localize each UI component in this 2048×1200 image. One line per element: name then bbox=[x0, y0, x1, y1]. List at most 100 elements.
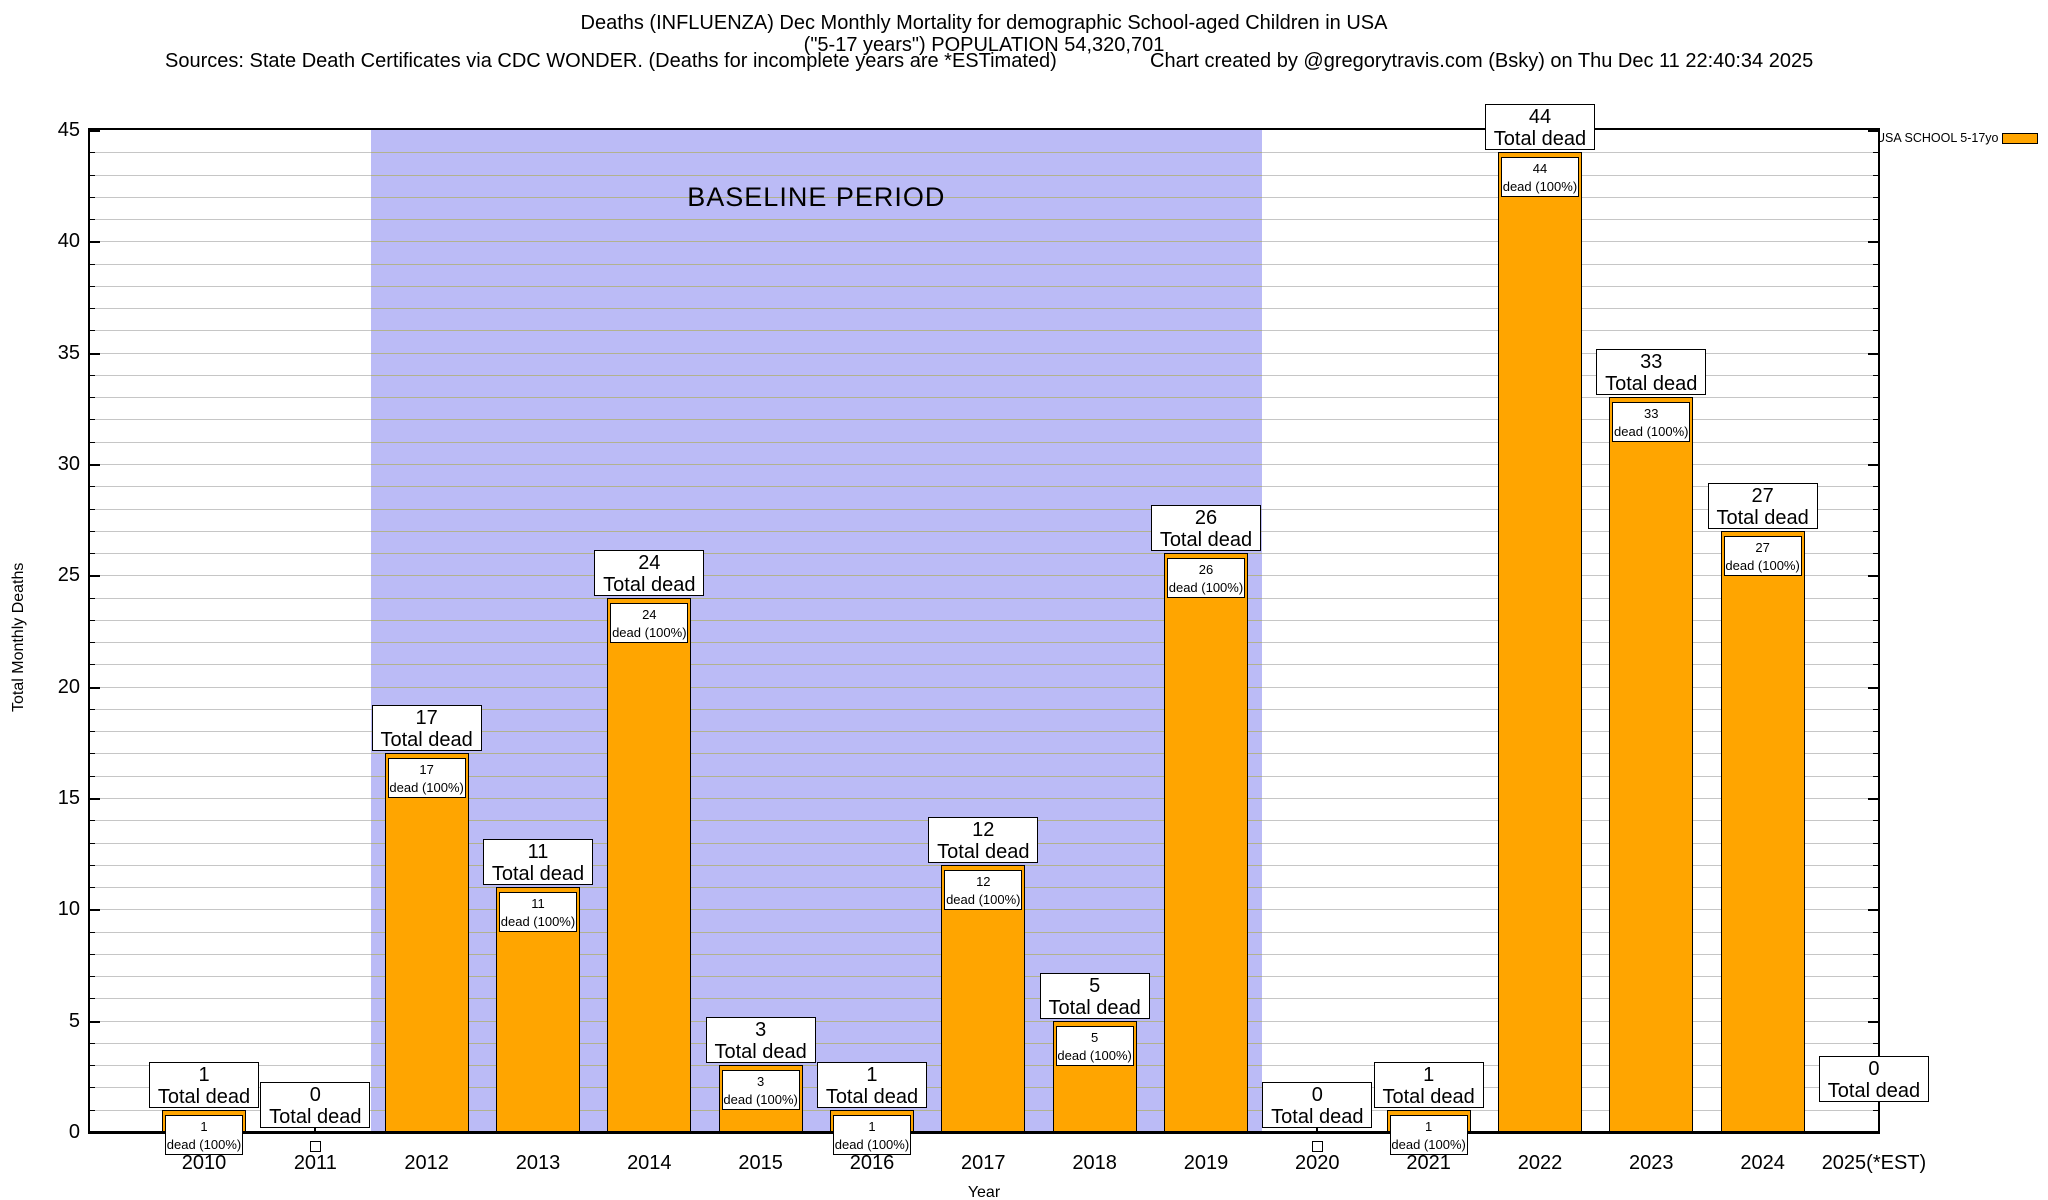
bar-value: 27 bbox=[1755, 539, 1770, 555]
y-tick bbox=[90, 219, 95, 221]
x-tick-label: 2020 bbox=[1295, 1152, 1340, 1174]
y-tick-label: 0 bbox=[68, 1121, 80, 1143]
bar-value-box: 1 dead (100%) bbox=[1389, 1114, 1468, 1155]
gridline bbox=[90, 708, 371, 710]
zero-leader-line bbox=[314, 1128, 317, 1134]
y-tick bbox=[1873, 486, 1878, 488]
y-tick bbox=[1873, 441, 1878, 443]
bar-value-box: 27 dead (100%) bbox=[1723, 535, 1802, 576]
gridline bbox=[370, 352, 1262, 354]
y-tick bbox=[1873, 1042, 1878, 1044]
bar-value: 3 bbox=[757, 1074, 765, 1090]
total-dead-label: Total dead bbox=[157, 1085, 251, 1108]
y-tick-label: 5 bbox=[68, 1009, 80, 1032]
gridline bbox=[90, 976, 371, 978]
gridline bbox=[90, 152, 371, 154]
bar-value: 1 bbox=[868, 1118, 876, 1134]
y-tick bbox=[1873, 508, 1878, 510]
gridline bbox=[370, 330, 1262, 332]
total-dead-box: 5 Total dead bbox=[1039, 972, 1150, 1019]
bar-value-box: 1 dead (100%) bbox=[832, 1114, 911, 1155]
gridline bbox=[90, 575, 371, 577]
y-tick bbox=[1873, 887, 1878, 889]
bar-2019 bbox=[1163, 553, 1248, 1132]
y-tick bbox=[90, 464, 100, 466]
y-tick bbox=[1873, 597, 1878, 599]
y-tick bbox=[90, 397, 95, 399]
gridline bbox=[90, 196, 371, 198]
y-tick bbox=[1873, 330, 1878, 332]
gridline bbox=[370, 642, 1262, 644]
x-tick-label: 2024 bbox=[1740, 1152, 1785, 1174]
gridline bbox=[370, 575, 1262, 577]
chart-title-line2: ("5-17 years") POPULATION 54,320,701 bbox=[803, 34, 1165, 56]
y-tick bbox=[1873, 374, 1878, 376]
total-dead-box: 27 Total dead bbox=[1707, 482, 1818, 529]
bar-value: 1 bbox=[1425, 1118, 1433, 1134]
total-dead-value: 0 bbox=[1868, 1058, 1880, 1080]
chart-sources: Sources: State Death Certificates via CD… bbox=[165, 50, 1057, 72]
total-dead-box: 1 Total dead bbox=[816, 1061, 927, 1108]
y-tick-label: 25 bbox=[57, 564, 80, 587]
gridline bbox=[370, 553, 1262, 555]
bar-value-pct: dead (100%) bbox=[389, 780, 464, 796]
y-tick bbox=[90, 731, 95, 733]
bar-value-pct: dead (100%) bbox=[500, 914, 576, 930]
bar-value-pct: dead (100%) bbox=[723, 1092, 798, 1108]
gridline bbox=[370, 152, 1262, 154]
y-tick bbox=[1873, 953, 1878, 955]
total-dead-value: 1 bbox=[198, 1063, 210, 1086]
y-tick bbox=[90, 753, 95, 755]
x-axis-title: Year bbox=[967, 1184, 1001, 1200]
y-tick bbox=[1873, 931, 1878, 933]
total-dead-box: 17 Total dead bbox=[371, 705, 482, 752]
total-dead-box: 26 Total dead bbox=[1150, 505, 1261, 552]
y-tick bbox=[90, 642, 95, 644]
gridline bbox=[90, 998, 371, 1000]
gridline bbox=[90, 953, 371, 955]
total-dead-label: Total dead bbox=[269, 1106, 362, 1128]
zero-leader-line bbox=[1316, 1128, 1319, 1134]
bar-value: 33 bbox=[1644, 406, 1659, 422]
total-dead-value: 17 bbox=[415, 707, 438, 730]
bar-value-box: 11 dead (100%) bbox=[498, 892, 577, 933]
total-dead-box: 0 Total dead bbox=[1818, 1056, 1929, 1102]
bar-value-pct: dead (100%) bbox=[834, 1136, 910, 1152]
gridline bbox=[370, 1109, 1262, 1111]
y-tick bbox=[1873, 753, 1878, 755]
total-dead-label: Total dead bbox=[1493, 128, 1587, 151]
gridline bbox=[90, 285, 371, 287]
y-tick bbox=[90, 842, 95, 844]
y-tick bbox=[1873, 642, 1878, 644]
y-tick bbox=[1873, 775, 1878, 777]
total-dead-value: 0 bbox=[1311, 1084, 1323, 1106]
gridline bbox=[90, 553, 371, 555]
y-axis-title: Total Monthly Deaths bbox=[10, 562, 27, 712]
y-tick bbox=[1868, 1020, 1878, 1023]
y-tick bbox=[1873, 196, 1878, 198]
y-tick bbox=[90, 1087, 95, 1089]
x-tick-label: 2013 bbox=[515, 1152, 561, 1174]
total-dead-label: Total dead bbox=[1048, 996, 1141, 1019]
y-tick bbox=[1868, 798, 1878, 800]
y-tick bbox=[90, 308, 95, 310]
y-tick bbox=[1873, 731, 1878, 733]
y-tick bbox=[90, 441, 95, 443]
y-tick bbox=[1868, 130, 1878, 132]
total-dead-label: Total dead bbox=[937, 840, 1030, 863]
gridline bbox=[370, 842, 1262, 844]
y-tick bbox=[1873, 820, 1878, 822]
y-tick bbox=[90, 931, 95, 933]
y-tick bbox=[90, 597, 95, 599]
zero-marker bbox=[1312, 1141, 1324, 1152]
gridline bbox=[370, 263, 1262, 265]
total-dead-value: 0 bbox=[309, 1084, 321, 1106]
y-tick bbox=[90, 775, 95, 777]
gridline bbox=[90, 374, 371, 376]
gridline bbox=[90, 352, 371, 354]
y-tick bbox=[90, 352, 100, 355]
y-tick bbox=[90, 976, 95, 978]
total-dead-label: Total dead bbox=[825, 1085, 919, 1108]
y-tick bbox=[1868, 352, 1878, 355]
legend-swatch bbox=[2002, 133, 2038, 144]
